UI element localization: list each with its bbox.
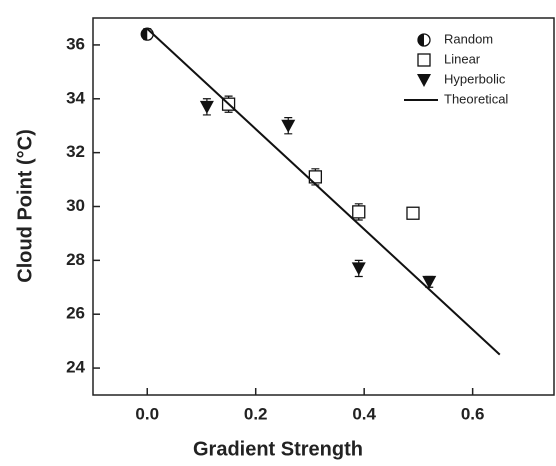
legend-label: Linear (444, 51, 481, 66)
legend-label: Hyperbolic (444, 71, 506, 86)
data-point (406, 206, 420, 220)
y-tick-label: 30 (66, 196, 85, 215)
legend-label: Theoretical (444, 91, 508, 106)
y-tick-label: 32 (66, 142, 85, 161)
data-point (281, 119, 296, 133)
data-point (199, 100, 214, 114)
data-point (422, 275, 437, 289)
x-axis-label: Gradient Strength (193, 438, 363, 460)
x-tick-label: 0.6 (461, 404, 485, 423)
legend-marker (417, 74, 431, 87)
y-tick-label: 36 (66, 34, 85, 53)
x-tick-label: 0.4 (352, 404, 376, 423)
legend-marker (417, 33, 431, 47)
legend-label: Random (444, 31, 493, 46)
y-tick-label: 34 (66, 88, 85, 107)
line (146, 28, 501, 356)
y-axis-label: Cloud Point (°C) (14, 129, 36, 283)
legend-marker (417, 53, 431, 67)
y-tick-label: 24 (66, 358, 85, 377)
x-tick-label: 0.0 (135, 404, 159, 423)
y-tick-label: 28 (66, 250, 85, 269)
x-tick-label: 0.2 (244, 404, 268, 423)
y-tick-label: 26 (66, 304, 85, 323)
data-point (351, 262, 366, 276)
data-point (352, 205, 366, 219)
